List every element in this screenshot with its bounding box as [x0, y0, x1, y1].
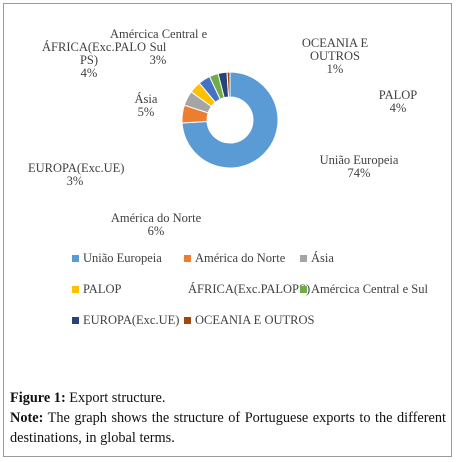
figure-note: Note: The graph shows the structure of P… [10, 410, 446, 446]
doughnut-chart [181, 71, 279, 169]
legend-swatch [72, 286, 79, 293]
data-label-america-central-sul: Amércica Central e Sul 3% [110, 27, 208, 67]
slice-oceania-e-outros [226, 71, 231, 98]
data-label-uniao-europeia: União Europeia 74% [319, 153, 399, 180]
figure-title: Figure 1: Export structure. [10, 390, 166, 406]
data-label-europa-exc-ue: EUROPA(Exc.UE) 3% [28, 161, 125, 188]
legend-row: União Europeia América do Norte Ásia [72, 243, 432, 274]
legend-item: EUROPA(Exc.UE) [72, 313, 180, 328]
legend-swatch [184, 255, 191, 262]
legend-swatch [300, 255, 307, 262]
data-label-america-do-norte: América do Norte 6% [110, 211, 202, 238]
data-label-africa: ÁFRICA(Exc.PALO PS) 4% [42, 40, 147, 80]
legend-swatch [72, 317, 79, 324]
slice-uni-o-europeia [181, 71, 279, 169]
data-label-asia: Ásia 5% [134, 92, 158, 119]
chart-legend: União Europeia América do Norte Ásia PAL… [72, 243, 432, 336]
legend-item: PALOP [72, 282, 180, 297]
legend-item: América do Norte [184, 251, 296, 266]
legend-item: ÁFRICA(Exc.PALOPS) [188, 282, 311, 296]
legend-row: PALOP ÁFRICA(Exc.PALOPS) Amércica Centra… [72, 274, 432, 305]
legend-swatch [184, 317, 191, 324]
legend-item: Ásia [300, 251, 334, 266]
figure-frame [3, 3, 452, 457]
legend-swatch [72, 255, 79, 262]
legend-item: Amércica Central e Sul [300, 282, 428, 297]
legend-item: União Europeia [72, 251, 180, 266]
data-label-palop: PALOP 4% [378, 88, 418, 115]
figure-caption: Figure 1: Export structure. Note: The gr… [10, 388, 446, 448]
legend-swatch [300, 286, 307, 293]
legend-row: EUROPA(Exc.UE) OCEANIA E OUTROS [72, 305, 432, 336]
legend-item: OCEANIA E OUTROS [184, 313, 314, 328]
data-label-oceania: OCEANIA E OUTROS 1% [301, 36, 369, 76]
